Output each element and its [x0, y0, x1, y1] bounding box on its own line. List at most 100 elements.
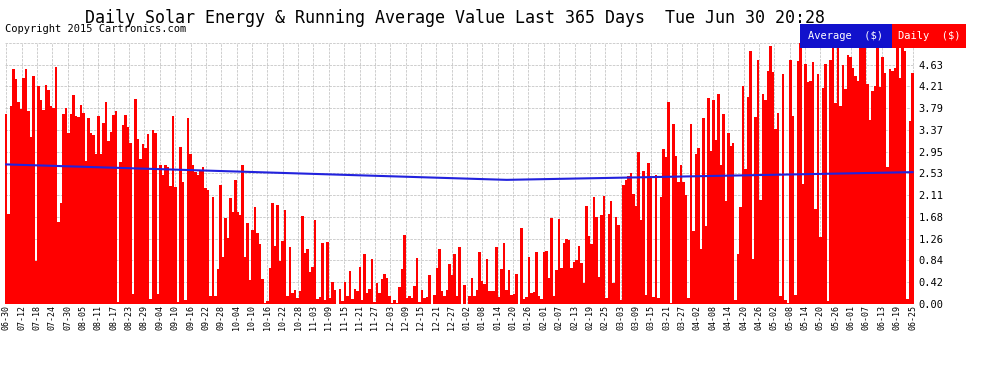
Bar [652, 297, 654, 304]
Bar [62, 114, 64, 304]
Bar [523, 299, 526, 304]
Bar [603, 196, 605, 304]
Bar [659, 197, 662, 304]
Bar [424, 298, 426, 304]
Bar [874, 86, 876, 304]
Bar [547, 278, 550, 304]
Bar [97, 116, 100, 304]
Bar [633, 194, 635, 304]
Bar [746, 97, 749, 304]
Bar [137, 139, 140, 304]
Bar [117, 302, 120, 304]
Bar [311, 267, 314, 304]
Bar [20, 108, 23, 304]
Bar [618, 225, 620, 304]
Bar [687, 298, 690, 304]
Bar [638, 152, 640, 304]
Bar [531, 293, 533, 304]
Bar [92, 135, 95, 304]
Bar [541, 299, 543, 304]
Bar [237, 211, 239, 304]
Bar [453, 254, 455, 304]
Bar [217, 269, 219, 304]
Bar [550, 218, 552, 304]
Bar [545, 251, 547, 304]
Bar [450, 275, 453, 304]
Bar [829, 60, 832, 304]
Bar [28, 111, 30, 304]
Bar [598, 277, 600, 304]
Bar [536, 252, 538, 304]
Bar [192, 165, 194, 304]
Bar [600, 215, 603, 304]
Bar [187, 118, 189, 304]
Bar [620, 300, 623, 304]
Bar [251, 230, 254, 304]
Bar [859, 43, 861, 304]
Bar [207, 190, 209, 304]
Bar [184, 300, 187, 304]
Bar [411, 298, 413, 304]
Bar [110, 132, 112, 304]
Bar [329, 298, 331, 304]
Bar [194, 172, 197, 304]
Bar [115, 111, 117, 304]
Bar [172, 116, 174, 304]
Bar [135, 99, 137, 304]
Bar [368, 289, 371, 304]
Bar [715, 140, 717, 304]
Bar [363, 254, 366, 304]
Bar [582, 283, 585, 304]
Bar [296, 297, 299, 304]
Bar [413, 286, 416, 304]
Bar [212, 197, 214, 304]
Bar [516, 274, 518, 304]
Bar [84, 161, 87, 304]
Bar [588, 236, 590, 304]
Bar [366, 293, 368, 304]
Bar [682, 182, 685, 304]
Bar [67, 133, 69, 304]
Bar [707, 98, 710, 304]
Bar [264, 303, 266, 304]
Bar [248, 280, 251, 304]
Bar [526, 297, 528, 304]
Bar [388, 296, 391, 304]
Bar [339, 289, 342, 304]
Bar [784, 300, 787, 304]
Bar [844, 89, 846, 304]
Bar [406, 298, 408, 304]
Bar [309, 272, 311, 304]
Bar [57, 222, 59, 304]
Bar [730, 146, 732, 304]
Bar [140, 159, 142, 304]
Bar [182, 182, 184, 304]
Bar [906, 299, 909, 304]
Bar [562, 243, 565, 304]
Bar [446, 290, 448, 304]
Bar [807, 82, 809, 304]
Bar [557, 219, 560, 304]
Bar [373, 302, 376, 304]
Bar [772, 72, 774, 304]
Bar [448, 264, 450, 304]
Bar [54, 67, 57, 304]
Bar [219, 185, 222, 304]
Bar [732, 143, 735, 304]
Bar [204, 188, 207, 304]
Bar [10, 106, 13, 304]
Bar [276, 205, 279, 304]
Bar [485, 259, 488, 304]
Bar [521, 228, 523, 304]
Bar [319, 297, 321, 304]
Bar [692, 231, 695, 304]
Bar [797, 61, 799, 304]
Bar [348, 271, 351, 304]
Bar [570, 268, 572, 304]
Bar [403, 235, 406, 304]
Bar [503, 243, 506, 304]
Bar [840, 106, 842, 304]
Bar [434, 295, 436, 304]
Bar [817, 74, 819, 304]
Bar [381, 279, 383, 304]
